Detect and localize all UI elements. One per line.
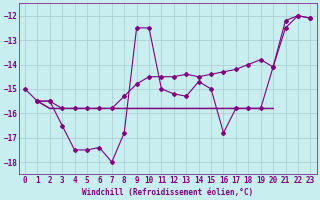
X-axis label: Windchill (Refroidissement éolien,°C): Windchill (Refroidissement éolien,°C) (82, 188, 253, 197)
